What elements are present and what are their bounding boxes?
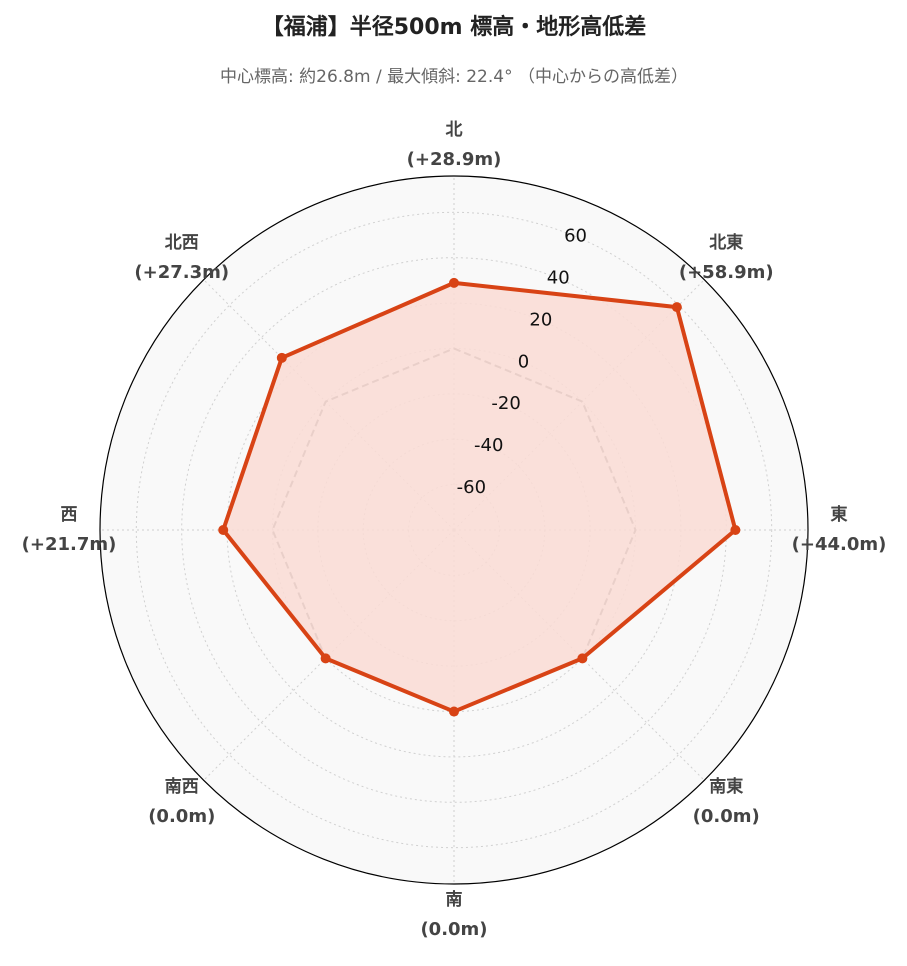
chart-title: 【福浦】半径500m 標高・地形高低差 — [262, 14, 647, 40]
value-label: (+44.0m) — [792, 534, 887, 555]
category-label: 東 — [831, 504, 848, 525]
category-label: 北東 — [709, 232, 743, 253]
value-label: (0.0m) — [420, 919, 487, 940]
value-label: (0.0m) — [148, 806, 215, 827]
r-tick-label: 0 — [518, 351, 529, 372]
r-tick-label: 20 — [529, 309, 552, 330]
data-point — [320, 653, 331, 664]
chart-subtitle: 中心標高: 約26.8m / 最大傾斜: 22.4° （中心からの高低差） — [220, 67, 688, 87]
data-point — [449, 277, 459, 288]
category-label: 南西 — [165, 776, 199, 797]
value-label: (+28.9m) — [407, 149, 502, 170]
data-point — [671, 302, 682, 313]
data-point — [276, 352, 287, 363]
category-label: 南東 — [709, 776, 743, 797]
r-tick-label: 60 — [564, 225, 587, 246]
data-point — [449, 706, 459, 717]
category-label: 北 — [446, 120, 463, 140]
r-tick-label: -60 — [457, 477, 486, 498]
data-point — [730, 525, 741, 535]
plot-outline — [99, 175, 809, 885]
r-tick-label: 40 — [547, 267, 570, 288]
grid-circle — [135, 211, 773, 849]
value-label: (+27.3m) — [134, 262, 229, 283]
value-label: (+58.9m) — [679, 262, 774, 283]
category-label: 西 — [61, 505, 78, 525]
category-label: 北西 — [165, 233, 199, 253]
data-point — [218, 525, 229, 535]
category-label: 南 — [446, 889, 463, 910]
data-point — [577, 653, 588, 664]
r-tick-label: -40 — [474, 435, 503, 456]
r-tick-label: -20 — [491, 393, 520, 414]
value-label: (+21.7m) — [22, 534, 117, 555]
value-label: (0.0m) — [693, 806, 760, 827]
